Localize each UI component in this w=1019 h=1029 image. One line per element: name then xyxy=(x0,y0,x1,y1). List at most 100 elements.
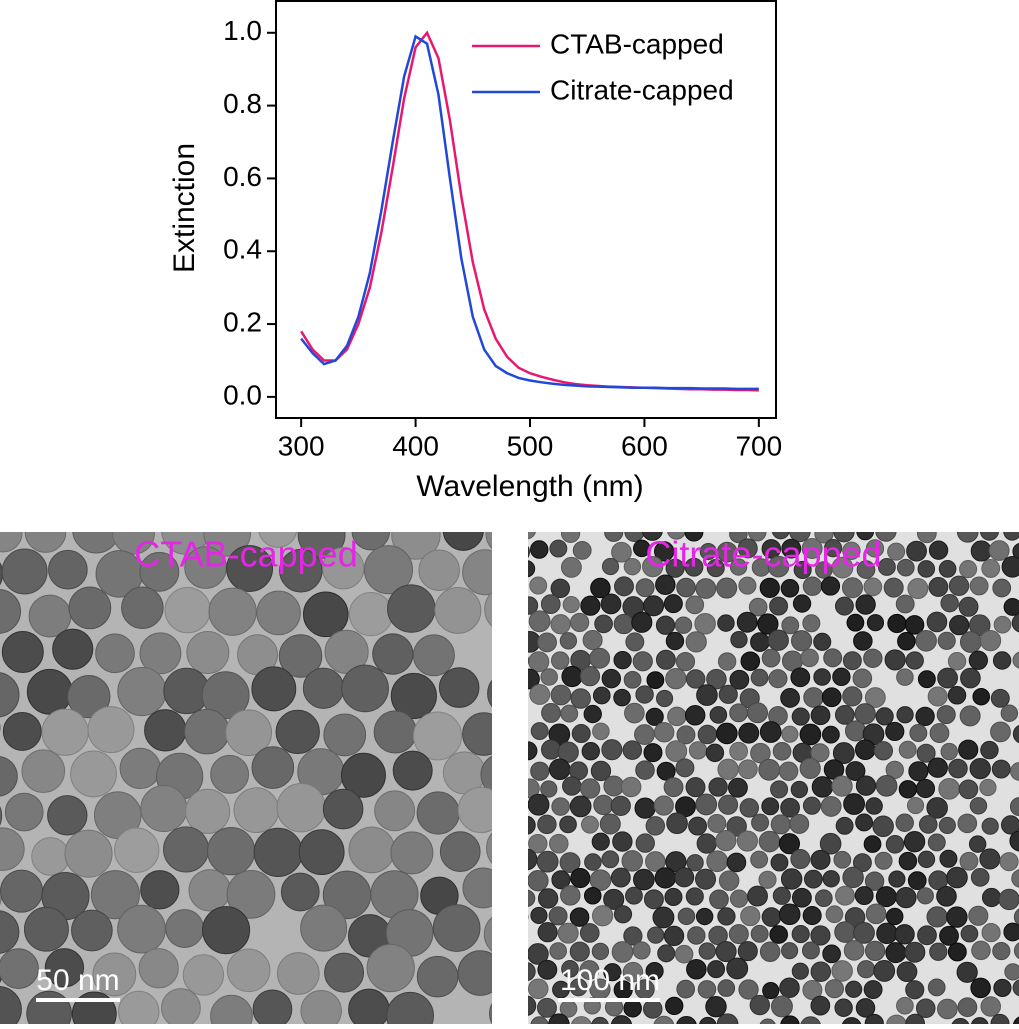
nanoparticle xyxy=(541,739,562,760)
nanoparticle xyxy=(729,889,749,908)
nanoparticle xyxy=(969,507,986,524)
nanoparticle xyxy=(386,991,434,1024)
nanoparticle xyxy=(877,557,896,576)
nanoparticle xyxy=(559,632,578,650)
nanoparticle xyxy=(641,532,663,541)
nanoparticle xyxy=(969,757,991,780)
nanoparticle xyxy=(1013,942,1019,960)
nanoparticle xyxy=(140,870,180,910)
nanoparticle xyxy=(351,532,391,551)
nanoparticle xyxy=(528,889,536,907)
nanoparticle xyxy=(528,870,549,892)
nanoparticle xyxy=(559,852,581,873)
nanoparticle xyxy=(612,831,633,852)
scale-bar-label: 100 nm xyxy=(560,964,660,997)
nanoparticle xyxy=(740,905,761,927)
nanoparticle xyxy=(907,871,927,891)
nanoparticle xyxy=(852,853,872,873)
nanoparticle xyxy=(801,941,820,960)
nanoparticle xyxy=(802,576,823,596)
nanoparticle xyxy=(695,868,717,890)
nanoparticle xyxy=(674,867,695,888)
nanoparticle xyxy=(1000,704,1019,722)
nanoparticle xyxy=(727,777,748,798)
nanoparticle xyxy=(971,940,991,961)
nanoparticle xyxy=(759,1018,776,1024)
nanoparticle xyxy=(549,505,568,524)
nanoparticle xyxy=(580,595,601,616)
nanoparticle xyxy=(747,532,767,542)
nanoparticle xyxy=(507,798,524,815)
nanoparticle xyxy=(225,709,273,757)
nanoparticle xyxy=(887,542,906,561)
nanoparticle xyxy=(822,944,841,964)
nanoparticle xyxy=(656,761,676,781)
nanoparticle xyxy=(929,942,948,961)
nanoparticle xyxy=(0,589,22,634)
nanoparticle xyxy=(866,614,885,632)
nanoparticle xyxy=(956,961,978,983)
nanoparticle xyxy=(590,760,612,782)
nanoparticle xyxy=(845,506,862,523)
nanoparticle xyxy=(548,906,568,926)
nanoparticle xyxy=(981,923,1001,943)
nanoparticle xyxy=(164,587,211,634)
scale-bar-label: 50 nm xyxy=(36,964,119,997)
nanoparticle xyxy=(820,576,841,596)
nanoparticle xyxy=(390,672,437,719)
nanoparticle xyxy=(590,577,611,599)
x-tick-label: 400 xyxy=(392,430,439,461)
nanoparticle xyxy=(802,906,822,926)
nanoparticle xyxy=(802,796,821,815)
nanoparticle xyxy=(665,558,685,578)
nanoparticle xyxy=(600,593,622,615)
nanoparticle xyxy=(885,721,905,742)
nanoparticle xyxy=(810,995,831,1016)
nanoparticle xyxy=(202,906,251,955)
nanoparticle xyxy=(528,651,550,673)
nanoparticle xyxy=(960,924,979,943)
nanoparticle xyxy=(497,923,517,943)
nanoparticle xyxy=(695,907,714,926)
nanoparticle xyxy=(560,885,581,906)
nanoparticle xyxy=(139,551,180,592)
nanoparticle xyxy=(699,542,717,561)
nanoparticle xyxy=(706,850,729,873)
nanoparticle xyxy=(771,532,790,540)
nanoparticle xyxy=(762,503,781,522)
nanoparticle xyxy=(550,614,571,635)
nanoparticle xyxy=(72,532,121,554)
nanoparticle xyxy=(993,978,1012,998)
nanoparticle xyxy=(898,780,918,799)
nanoparticle xyxy=(622,740,643,760)
nanoparticle xyxy=(279,548,323,593)
nanoparticle xyxy=(856,532,875,541)
nanoparticle xyxy=(747,702,769,724)
nanoparticle xyxy=(363,545,414,595)
nanoparticle xyxy=(905,980,925,1000)
nanoparticle xyxy=(653,722,675,743)
nanoparticle xyxy=(750,924,769,943)
nanoparticle xyxy=(537,632,557,653)
nanoparticle xyxy=(276,952,320,995)
nanoparticle xyxy=(610,867,631,888)
nanoparticle xyxy=(500,742,517,759)
nanoparticle xyxy=(842,686,863,707)
y-tick-label: 0.2 xyxy=(223,306,262,337)
nanoparticle xyxy=(119,747,161,790)
nanoparticle xyxy=(969,797,988,815)
nanoparticle xyxy=(926,797,948,819)
nanoparticle xyxy=(635,833,655,853)
nanoparticle xyxy=(926,906,948,928)
nanoparticle xyxy=(341,664,389,713)
nanoparticle xyxy=(1012,979,1019,997)
nanoparticle xyxy=(390,831,434,875)
nanoparticle xyxy=(738,979,759,1000)
nanoparticle xyxy=(258,532,298,548)
nanoparticle xyxy=(968,835,987,853)
nanoparticle xyxy=(821,725,840,744)
nanoparticle xyxy=(779,977,800,999)
nanoparticle xyxy=(917,850,936,869)
nanoparticle xyxy=(835,885,855,906)
nanoparticle xyxy=(583,886,602,905)
